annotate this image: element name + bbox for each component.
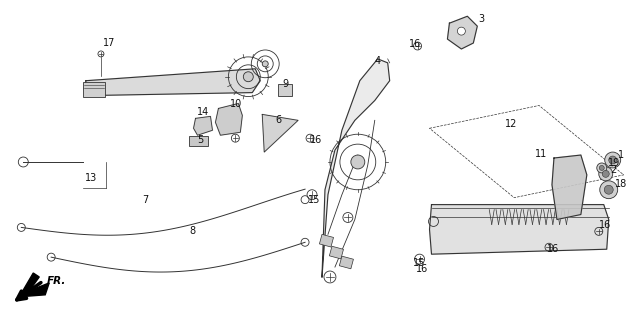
Circle shape bbox=[600, 181, 618, 199]
Text: 16: 16 bbox=[310, 135, 322, 145]
Polygon shape bbox=[322, 59, 390, 277]
Text: 15: 15 bbox=[308, 195, 320, 205]
Text: 9: 9 bbox=[282, 79, 288, 89]
Text: 17: 17 bbox=[103, 38, 115, 48]
Text: 4: 4 bbox=[375, 56, 381, 66]
Polygon shape bbox=[429, 204, 609, 254]
Text: 14: 14 bbox=[197, 108, 210, 117]
Circle shape bbox=[597, 163, 607, 173]
Text: 7: 7 bbox=[143, 195, 149, 205]
Text: 3: 3 bbox=[478, 14, 484, 24]
Circle shape bbox=[609, 156, 617, 164]
Polygon shape bbox=[19, 273, 49, 297]
Polygon shape bbox=[216, 103, 242, 135]
Bar bbox=[320, 234, 334, 247]
Polygon shape bbox=[262, 114, 298, 152]
Circle shape bbox=[599, 165, 604, 171]
Circle shape bbox=[243, 72, 253, 82]
Circle shape bbox=[604, 185, 613, 194]
Text: 13: 13 bbox=[85, 173, 97, 183]
Text: 16: 16 bbox=[408, 39, 420, 49]
Text: 8: 8 bbox=[189, 226, 196, 236]
Text: 11: 11 bbox=[535, 149, 547, 159]
Bar bbox=[278, 84, 292, 96]
Circle shape bbox=[602, 171, 609, 177]
Polygon shape bbox=[552, 155, 587, 220]
Circle shape bbox=[351, 155, 365, 169]
Text: 1: 1 bbox=[618, 150, 624, 160]
Text: 6: 6 bbox=[275, 115, 281, 125]
Polygon shape bbox=[447, 16, 477, 49]
Text: 2: 2 bbox=[611, 165, 617, 175]
Text: 16: 16 bbox=[417, 264, 429, 274]
Text: FR.: FR. bbox=[47, 276, 66, 286]
Bar bbox=[83, 82, 105, 97]
Text: 19: 19 bbox=[607, 158, 620, 168]
Text: 12: 12 bbox=[505, 119, 517, 129]
Bar bbox=[189, 136, 209, 146]
Bar bbox=[329, 246, 343, 259]
Text: 16: 16 bbox=[598, 220, 611, 230]
Text: 16: 16 bbox=[547, 244, 559, 254]
Text: 15: 15 bbox=[413, 258, 426, 268]
Polygon shape bbox=[193, 116, 212, 135]
Circle shape bbox=[599, 167, 612, 181]
Circle shape bbox=[262, 61, 268, 67]
Circle shape bbox=[457, 27, 465, 35]
Text: 5: 5 bbox=[197, 135, 204, 145]
Text: 18: 18 bbox=[614, 179, 627, 189]
Polygon shape bbox=[84, 69, 260, 96]
Bar bbox=[339, 256, 353, 269]
Text: 10: 10 bbox=[230, 100, 242, 109]
Circle shape bbox=[605, 152, 621, 168]
